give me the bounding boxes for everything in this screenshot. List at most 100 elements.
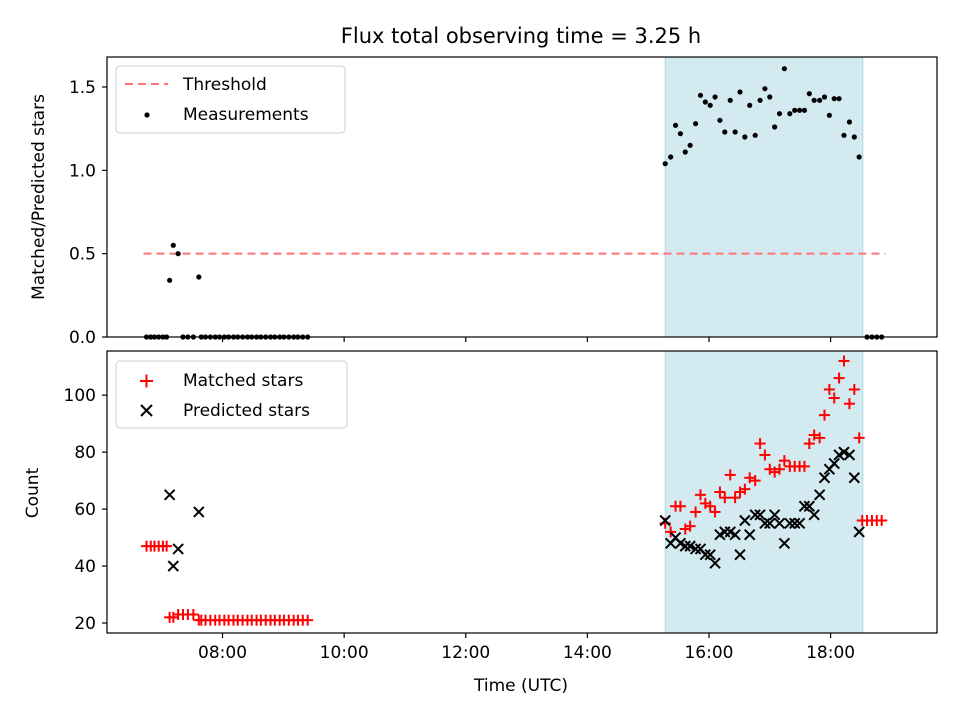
bottom-axes-frame bbox=[106, 350, 938, 634]
measurement-point bbox=[717, 117, 723, 123]
measurement-point bbox=[677, 131, 683, 137]
predicted-stars-marker bbox=[689, 543, 702, 555]
predicted-stars-marker bbox=[754, 509, 766, 521]
matched-stars-marker bbox=[690, 506, 702, 518]
matched-stars-marker bbox=[302, 614, 314, 626]
predicted-stars-marker bbox=[709, 557, 721, 569]
matched-stars-marker bbox=[798, 460, 810, 472]
measurement-point bbox=[697, 92, 704, 98]
predicted-stars-marker bbox=[764, 517, 776, 530]
measurement-point bbox=[722, 129, 728, 135]
x-axis-label: Time (UTC) bbox=[473, 676, 568, 696]
top-data-marks bbox=[143, 66, 886, 340]
measurement-point bbox=[672, 122, 679, 128]
predicted-stars-marker bbox=[768, 509, 781, 521]
matched-stars-marker bbox=[709, 506, 721, 518]
predicted-stars-marker bbox=[167, 560, 179, 572]
top-axes-frame bbox=[106, 56, 938, 338]
predicted-stars-marker bbox=[778, 537, 791, 549]
measurement-point bbox=[806, 91, 812, 97]
measurement-point bbox=[707, 102, 713, 108]
y-tick-label: 40 bbox=[74, 557, 96, 577]
measurement-point bbox=[196, 274, 202, 280]
top-axis-ticks: 0.0 0.5 1.0 1.5 bbox=[69, 78, 832, 348]
top-y-axis-label: Matched/Predicted stars bbox=[29, 94, 49, 300]
measurement-point bbox=[682, 149, 688, 155]
top-panel: 0.0 0.5 1.0 1.5 Matched/Predicted stars Thr… bbox=[29, 56, 938, 348]
y-tick-label: 0.0 bbox=[69, 328, 96, 348]
measurement-point bbox=[167, 277, 173, 283]
measurement-point bbox=[787, 111, 793, 117]
predicted-stars-marker bbox=[163, 489, 176, 501]
measurement-point bbox=[757, 97, 763, 103]
predicted-stars-marker bbox=[798, 500, 811, 512]
matched-stars-marker bbox=[828, 392, 840, 404]
x-tick-label: 10:00 bbox=[320, 643, 369, 663]
measurement-point bbox=[821, 94, 828, 100]
matched-stars-marker bbox=[665, 526, 677, 538]
predicted-stars-marker bbox=[659, 514, 671, 527]
y-tick-label: 1.0 bbox=[69, 161, 96, 181]
predicted-stars-marker bbox=[848, 472, 861, 484]
y-tick-label: 100 bbox=[64, 386, 96, 406]
y-tick-label: 60 bbox=[74, 500, 96, 520]
bottom-panel: 08:00 10:00 12:00 14:00 16:00 18:00 20 40 60 80 10… bbox=[23, 350, 938, 696]
measurement-point bbox=[662, 161, 668, 167]
bottom-legend: Matched stars Predicted stars bbox=[115, 360, 348, 429]
measurement-point bbox=[747, 102, 753, 108]
legend-matched-label: Matched stars bbox=[183, 371, 303, 391]
predicted-stars-marker bbox=[773, 517, 786, 530]
predicted-stars-marker bbox=[704, 548, 716, 561]
bottom-data-marks bbox=[141, 355, 888, 626]
legend-predicted-label: Predicted stars bbox=[183, 401, 310, 421]
predicted-stars-marker bbox=[739, 514, 751, 527]
measurement-point bbox=[826, 112, 832, 118]
predicted-stars-marker bbox=[843, 449, 856, 461]
predicted-stars-marker bbox=[789, 517, 801, 530]
measurement-point bbox=[796, 107, 803, 113]
bottom-shaded-region bbox=[664, 350, 864, 634]
matched-stars-marker bbox=[876, 514, 888, 526]
measurement-point bbox=[856, 154, 862, 160]
x-tick-label: 14:00 bbox=[563, 643, 612, 663]
matched-stars-marker bbox=[674, 500, 686, 512]
predicted-stars-marker bbox=[853, 526, 865, 538]
predicted-stars-marker bbox=[784, 517, 796, 530]
matched-stars-marker bbox=[774, 463, 786, 475]
bottom-legend-box bbox=[115, 360, 348, 429]
measurement-point bbox=[727, 97, 733, 103]
measurement-point bbox=[693, 121, 699, 127]
predicted-stars-marker bbox=[808, 509, 820, 521]
matched-stars-marker bbox=[694, 489, 706, 501]
matched-stars-marker bbox=[684, 520, 696, 532]
x-tick-label: 18:00 bbox=[806, 643, 855, 663]
legend-measurements-marker bbox=[144, 112, 150, 118]
matched-stars-marker bbox=[724, 469, 736, 481]
y-tick-label: 20 bbox=[74, 614, 96, 634]
measurement-point bbox=[175, 251, 181, 257]
matched-stars-marker bbox=[838, 355, 850, 367]
measurement-point bbox=[776, 111, 783, 117]
matched-stars-marker bbox=[848, 383, 860, 395]
matched-stars-marker bbox=[161, 540, 173, 552]
measurement-point bbox=[742, 134, 748, 140]
matched-stars-marker bbox=[739, 483, 751, 495]
measurement-point bbox=[687, 142, 693, 148]
predicted-stars-marker bbox=[828, 457, 840, 470]
predicted-stars-marker bbox=[734, 548, 746, 561]
measurement-point bbox=[831, 96, 837, 102]
matched-stars-marker bbox=[814, 432, 826, 444]
measurement-point bbox=[781, 66, 787, 72]
measurement-point bbox=[752, 132, 758, 138]
x-tick-label: 12:00 bbox=[441, 643, 490, 663]
matched-stars-marker bbox=[714, 486, 726, 498]
matched-stars-marker bbox=[187, 608, 199, 620]
y-tick-label: 0.5 bbox=[69, 245, 96, 265]
legend-matched-marker bbox=[140, 374, 153, 388]
predicted-stars-marker bbox=[744, 529, 756, 541]
matched-stars-marker bbox=[803, 438, 815, 450]
chart-title: Flux total observing time = 3.25 h bbox=[341, 24, 701, 48]
measurement-point bbox=[792, 107, 798, 113]
predicted-stars-marker bbox=[759, 517, 771, 530]
